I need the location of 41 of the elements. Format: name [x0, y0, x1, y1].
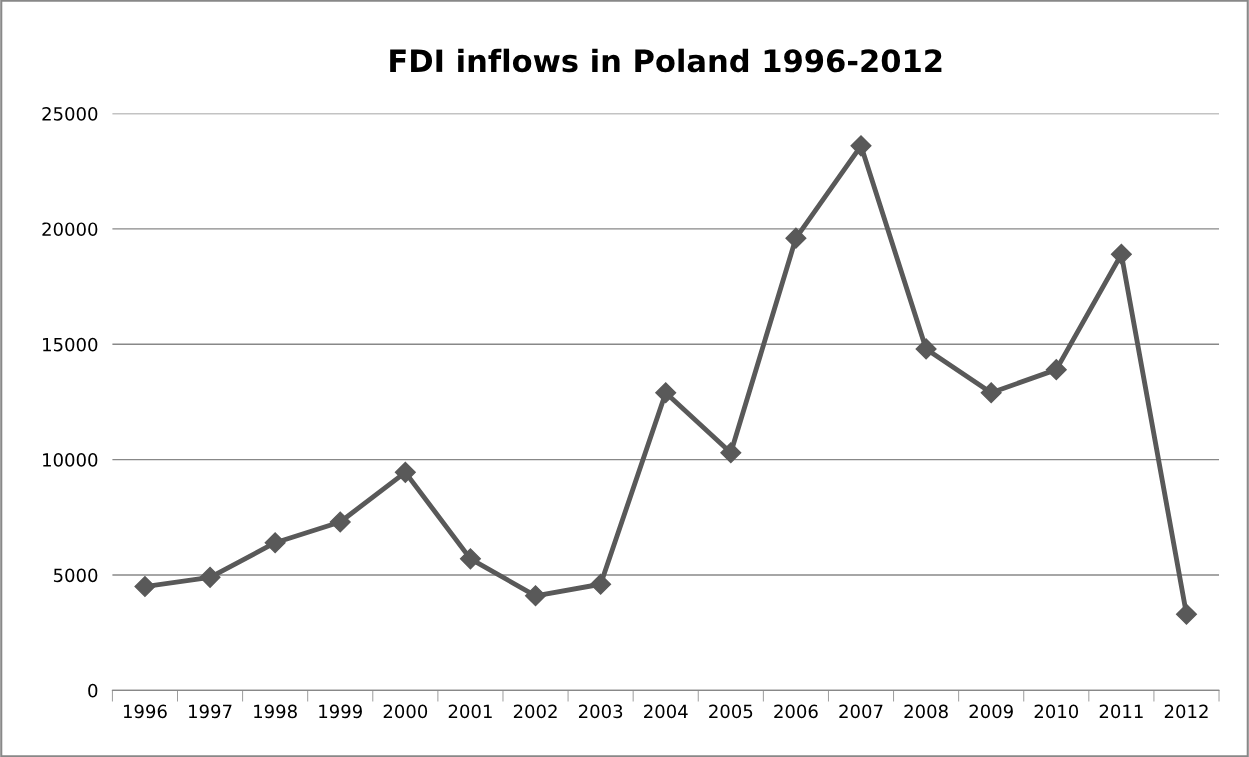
y-tick-label: 25000 — [42, 107, 98, 121]
point — [459, 548, 481, 570]
point — [264, 532, 286, 554]
point — [655, 382, 677, 404]
x-tick-label: 2001 — [448, 704, 492, 719]
chart-title: FDI inflows in Poland 1996-2012 — [390, 48, 942, 73]
x-tick-label: 2010 — [1034, 704, 1079, 719]
point — [785, 227, 807, 249]
x-tick-label: 2009 — [969, 704, 1013, 719]
point — [525, 585, 547, 607]
x-tick-label: 2004 — [644, 704, 688, 719]
x-tick-label: 1999 — [319, 704, 362, 719]
point — [394, 461, 416, 483]
point — [134, 576, 156, 598]
y-tick-label: 10000 — [43, 453, 98, 467]
x-tick-label: 2006 — [774, 704, 818, 719]
point — [850, 135, 872, 157]
point — [915, 338, 937, 360]
y-tick-label: 5000 — [53, 568, 98, 583]
x-tick-label: 1997 — [189, 704, 232, 719]
point — [590, 573, 612, 595]
x-tick-label: 2005 — [709, 704, 753, 719]
x-tick-label: 2003 — [578, 704, 623, 719]
x-tick-label: 1998 — [254, 704, 297, 719]
x-tick-label: 2000 — [383, 704, 428, 719]
x-tick-label: 2007 — [839, 704, 883, 719]
y-tick-label: 0 — [88, 683, 98, 698]
y-tick-label: 20000 — [42, 222, 98, 237]
y-tick-label: 15000 — [43, 337, 98, 352]
point — [1175, 603, 1197, 625]
point — [1045, 359, 1067, 381]
x-tick-label: 2011 — [1099, 704, 1143, 719]
x-tick-label: 2008 — [904, 704, 948, 719]
point — [1110, 243, 1132, 265]
x-tick-label: 2012 — [1164, 704, 1208, 719]
x-tick-label: 1996 — [123, 704, 167, 719]
x-tick-label: 2002 — [513, 704, 557, 719]
point — [720, 442, 742, 464]
point — [199, 566, 221, 588]
point — [329, 511, 351, 533]
point — [980, 382, 1002, 404]
